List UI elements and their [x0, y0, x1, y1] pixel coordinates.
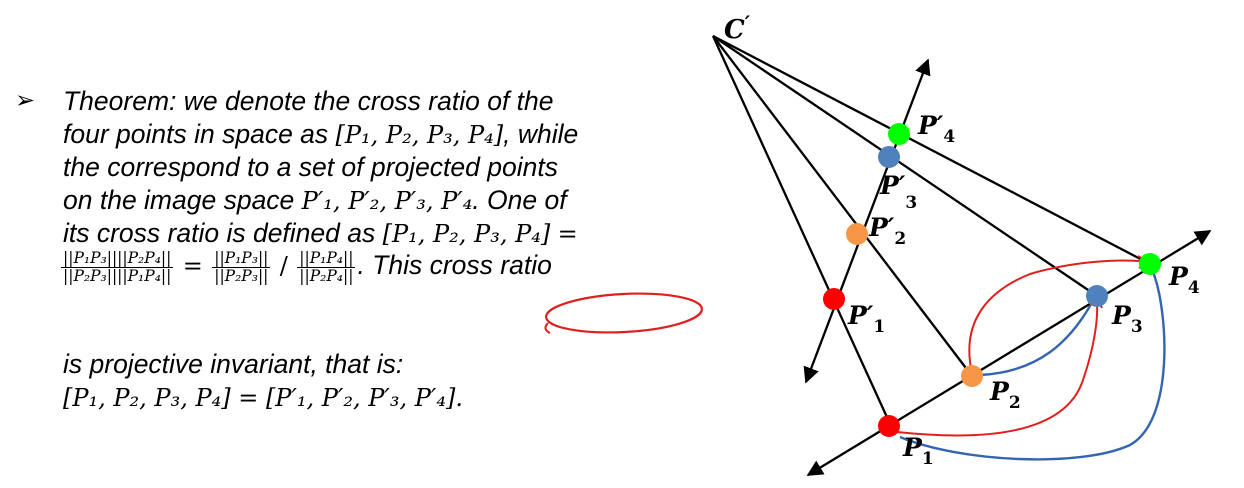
label-c-prime: C′ — [724, 11, 751, 45]
equals-sign-2: = — [182, 252, 203, 280]
image-line — [803, 58, 931, 384]
image-points: P′₁, P′₂, P′₃, P′₄ — [301, 187, 473, 215]
theorem-line-4b: . One of — [472, 185, 567, 215]
ray-to-p3 — [712, 35, 1098, 297]
invariance-equation: [P₁, P₂, P₃, P₄] = [P′₁, P′₂, P′₃, P′₄]. — [63, 384, 463, 412]
label-p-prime-4: P′4 — [917, 111, 955, 147]
theorem-line-2a: four points in space as — [63, 119, 329, 149]
label-p4: P4 — [1168, 262, 1200, 298]
theorem-line-1: Theorem: we denote the cross ratio of th… — [63, 86, 554, 116]
theorem-line-5: its cross ratio is defined as [P₁, P₂, P… — [63, 217, 578, 251]
fraction-1-denominator: ||P₂P₃||||P₁P₄|| — [63, 266, 172, 285]
cross-ratio-circle-tail — [544, 322, 551, 334]
label-p-prime-2: P′2 — [868, 213, 906, 249]
fraction-3-denominator: ||P₂P₄|| — [299, 266, 354, 285]
theorem-line-8: [P₁, P₂, P₃, P₄] = [P′₁, P′₂, P′₃, P′₄]. — [63, 381, 463, 415]
fraction-2-numerator: ||P₁P₃|| — [212, 248, 271, 268]
point-p2 — [961, 365, 983, 387]
label-p3: P3 — [1111, 301, 1143, 337]
point-p3 — [1086, 285, 1108, 307]
label-p-prime-3: P′3 — [879, 171, 917, 213]
ray-to-p4 — [712, 34, 1151, 266]
fraction-1: ||P₁P₃||||P₂P₄|| ||P₂P₃||||P₁P₄|| — [61, 248, 174, 285]
point-p-prime-2 — [846, 223, 868, 245]
point-p-prime-1 — [823, 288, 845, 310]
cross-ratio-circle — [545, 292, 703, 334]
point-p-prime-4 — [888, 123, 910, 145]
theorem-line-5-text: its cross ratio is defined as — [63, 218, 376, 248]
slash-sign: / — [279, 252, 288, 280]
theorem-line-6-this: . This — [357, 250, 423, 280]
point-p4 — [1139, 253, 1161, 275]
label-p2: P2 — [989, 377, 1021, 413]
fraction-3-numerator: ||P₁P₄|| — [297, 248, 356, 268]
theorem-line-2b: , while — [503, 119, 579, 149]
point-p1 — [878, 415, 900, 437]
theorem-line-2: four points in space as [P₁, P₂, P₃, P₄]… — [63, 118, 578, 152]
label-p1: P1 — [902, 433, 934, 469]
theorem-line-7: is projective invariant, that is: — [63, 349, 404, 379]
point-set-p: [P₁, P₂, P₃, P₄] — [335, 121, 504, 149]
point-p-prime-3 — [878, 146, 900, 168]
point-set-p-def: [P₁, P₂, P₃, P₄] — [382, 220, 551, 248]
blue-arc-p1-p4 — [899, 271, 1166, 461]
theorem-line-4a: on the image space — [63, 185, 295, 215]
fraction-1-numerator: ||P₁P₃||||P₂P₄|| — [61, 248, 174, 268]
ray-to-p2 — [712, 35, 973, 377]
cross-ratio-highlight: cross ratio — [429, 250, 552, 280]
fraction-3: ||P₁P₄|| ||P₂P₄|| — [297, 248, 356, 285]
fraction-2: ||P₁P₃|| ||P₂P₃|| — [212, 248, 271, 285]
theorem-line-3: the correspond to a set of projected poi… — [63, 152, 558, 182]
bullet-arrow-icon: ➢ — [15, 87, 36, 114]
blue-arc-p2-p3 — [979, 305, 1092, 377]
fraction-2-denominator: ||P₂P₃|| — [214, 266, 269, 285]
red-arc-p1-p3 — [896, 301, 1099, 437]
theorem-line-4: on the image space P′₁, P′₂, P′₃, P′₄. O… — [63, 184, 567, 218]
projection-rays — [711, 34, 1151, 427]
label-p-prime-1: P′1 — [847, 301, 885, 337]
cross-ratio-formula: ||P₁P₃||||P₂P₄|| ||P₂P₃||||P₁P₄|| = ||P₁… — [59, 249, 552, 299]
red-arc-p2-p4 — [968, 259, 1148, 374]
equals-sign: = — [557, 220, 578, 248]
